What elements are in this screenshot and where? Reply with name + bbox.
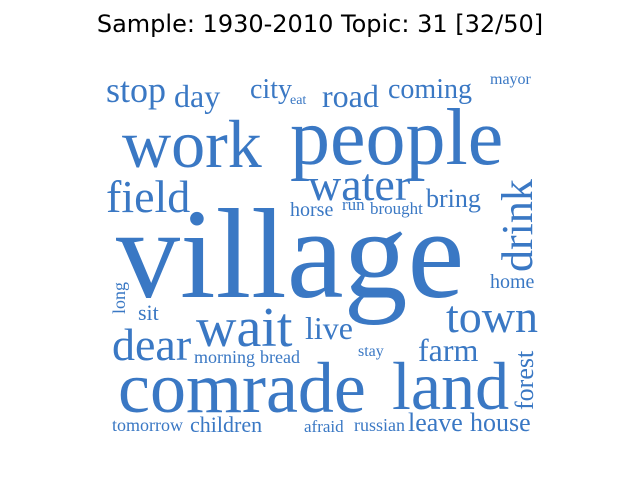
word-wait: wait [196,297,293,359]
word-village: village [116,183,465,325]
word-live: live [305,310,353,346]
word-brought: brought [370,199,423,218]
word-coming: coming [388,74,472,105]
word-stay: stay [358,343,384,360]
word-russian: russian [354,415,405,435]
word-people: people [290,94,504,182]
word-farm: farm [418,332,479,368]
word-land: land [392,348,510,424]
word-long: long [109,281,129,314]
word-comrade: comrade [118,348,366,428]
word-eat: eat [290,93,307,108]
word-water: water [308,159,411,210]
word-field: field [106,171,191,222]
word-sit: sit [138,300,159,325]
word-bring: bring [426,184,481,213]
word-drink: drink [493,179,542,272]
word-bread: bread [260,347,300,367]
word-home: home [490,271,535,293]
word-horse: horse [290,199,334,221]
word-dear: dear [112,319,192,370]
word-run: run [342,195,365,214]
word-morning: morning [194,347,255,367]
word-work: work [122,106,262,182]
word-leave: leave [408,408,463,437]
word-stop: stop [106,70,167,110]
word-city: city [250,74,292,105]
figure-title: Sample: 1930-2010 Topic: 31 [32/50] [96,10,544,38]
word-tomorrow: tomorrow [112,415,183,435]
word-town: town [446,291,538,342]
word-mayor: mayor [490,71,531,88]
word-afraid: afraid [304,417,344,436]
word-house: house [470,408,531,437]
word-road: road [322,78,379,114]
word-children: children [190,412,263,437]
word-day: day [174,78,221,114]
word-forest: forest [510,350,539,410]
